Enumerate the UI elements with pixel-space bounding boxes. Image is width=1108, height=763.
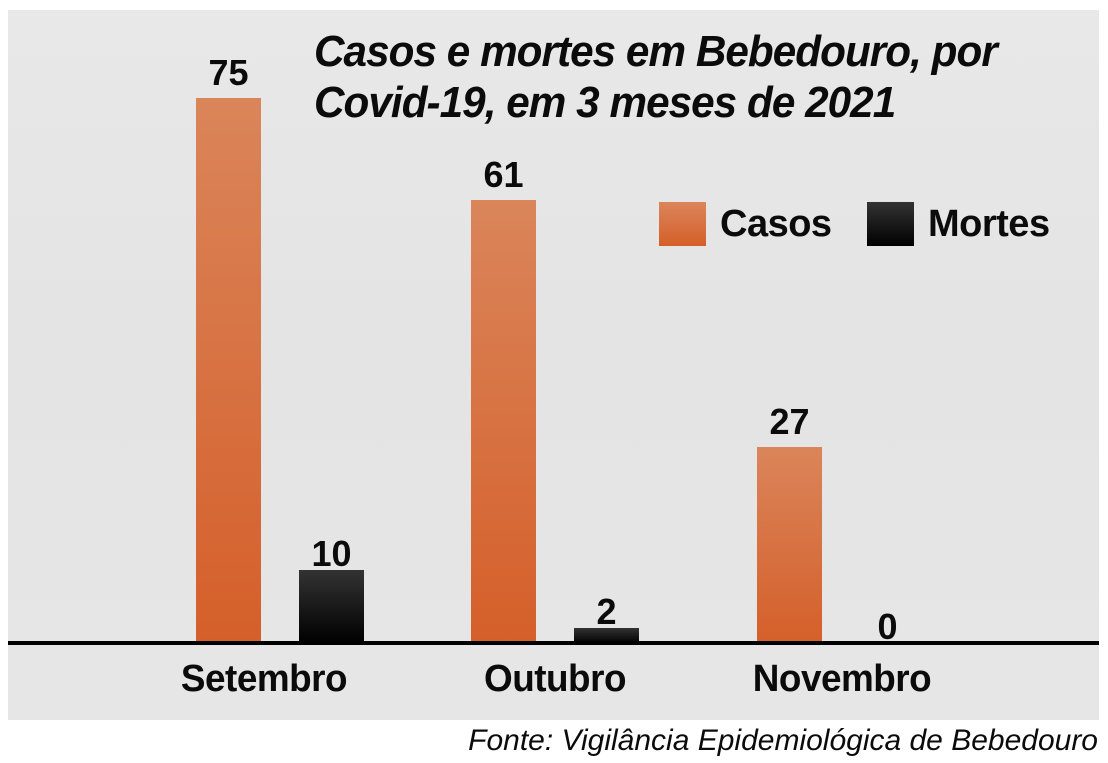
casos-swatch-icon — [659, 202, 706, 246]
plot-area: 75 61 27 10 2 0 — [8, 10, 1099, 720]
chart-title-line1: Casos e mortes em Bebedouro, por — [314, 27, 998, 76]
bar-casos-outubro — [471, 200, 536, 643]
chart-title: Casos e mortes em Bebedouro, por Covid-1… — [314, 26, 998, 128]
source-caption: Fonte: Vigilância Epidemiológica de Bebe… — [468, 724, 1098, 757]
category-label-outubro: Outubro — [484, 658, 626, 700]
chart-background: Casos e mortes em Bebedouro, por Covid-1… — [8, 10, 1099, 720]
value-label-mortes-setembro: 10 — [311, 533, 352, 574]
x-axis-line — [8, 641, 1099, 645]
legend-item-casos: Casos — [659, 202, 832, 246]
value-label-mortes-novembro: 0 — [877, 606, 898, 647]
legend-label-casos: Casos — [720, 203, 832, 245]
value-label-casos-novembro: 27 — [769, 401, 810, 442]
legend-label-mortes: Mortes — [928, 203, 1050, 245]
chart-title-line2: Covid-19, em 3 meses de 2021 — [314, 78, 896, 128]
legend-item-mortes: Mortes — [867, 202, 1050, 246]
bar-mortes-outubro — [574, 628, 639, 643]
legend: Casos Mortes — [8, 202, 1099, 252]
category-label-novembro: Novembro — [752, 658, 932, 700]
category-label-setembro: Setembro — [180, 658, 348, 700]
value-label-mortes-outubro: 2 — [596, 591, 617, 632]
mortes-swatch-icon — [867, 202, 914, 246]
bar-casos-novembro — [757, 447, 822, 643]
bar-mortes-setembro — [299, 570, 364, 643]
value-label-casos-outubro: 61 — [483, 154, 524, 195]
value-label-casos-setembro: 75 — [208, 52, 249, 93]
bar-casos-setembro — [196, 98, 261, 643]
